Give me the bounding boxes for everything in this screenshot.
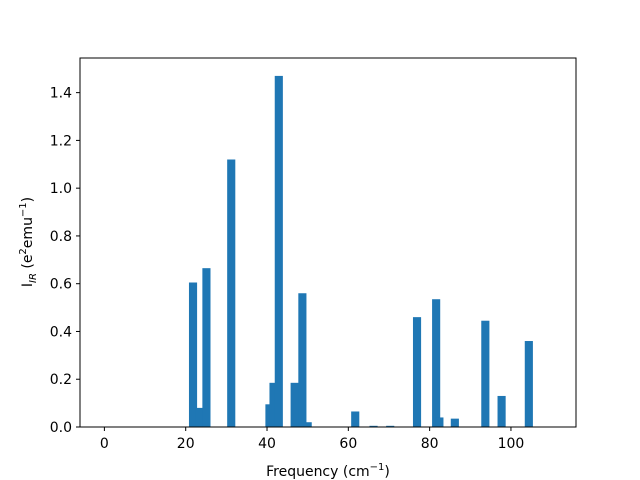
y-axis-label-mid1: (e — [20, 255, 36, 274]
bar-7 — [290, 382, 299, 427]
y-axis-label-sub: IR — [28, 273, 39, 283]
y-axis-label-sup2: −1 — [18, 202, 29, 217]
bar-16 — [450, 418, 459, 427]
bar-18 — [497, 395, 506, 427]
x-axis-label-base: Frequency (cm — [266, 464, 370, 480]
bar-4 — [265, 404, 274, 427]
y-axis-label-sup1: 2 — [18, 248, 29, 254]
x-tick-label-0: 0 — [100, 436, 109, 452]
x-axis-ticks: 0 20 40 60 80 100 — [100, 427, 524, 452]
y-tick-label-7: 1.4 — [50, 86, 72, 102]
x-tick-label-4: 80 — [421, 436, 439, 452]
bar-2 — [202, 268, 211, 427]
x-axis-label: Frequency (cm−1) — [266, 462, 390, 480]
bar-14 — [432, 299, 441, 427]
bar-9 — [303, 422, 312, 427]
x-axis-label-sup: −1 — [370, 462, 385, 473]
y-tick-label-1: 0.2 — [50, 372, 72, 388]
bar-12 — [386, 425, 395, 427]
y-tick-label-5: 1.0 — [50, 181, 72, 197]
bar-10 — [351, 411, 360, 427]
bar-13 — [412, 317, 422, 427]
bar-6 — [274, 75, 283, 427]
y-tick-label-2: 0.4 — [50, 324, 72, 340]
y-axis-label-base: I — [20, 283, 36, 287]
bar-11 — [369, 425, 378, 427]
y-axis-label-end: ) — [20, 197, 36, 202]
bar-17 — [481, 320, 490, 427]
y-tick-label-0: 0.0 — [50, 420, 72, 436]
bar-1 — [195, 407, 204, 427]
bar-19 — [524, 341, 533, 427]
x-tick-label-1: 20 — [177, 436, 195, 452]
x-tick-label-5: 100 — [498, 436, 525, 452]
bar-3 — [227, 159, 236, 427]
y-axis-label-mid2: emu — [20, 217, 36, 248]
x-tick-label-2: 40 — [258, 436, 276, 452]
x-tick-label-3: 60 — [339, 436, 357, 452]
bars-group — [188, 75, 533, 427]
y-axis-ticks: 0.0 0.2 0.4 0.6 0.8 1.0 1.2 1.4 — [50, 86, 80, 436]
y-tick-label-3: 0.6 — [50, 277, 72, 293]
bar-5 — [269, 382, 278, 427]
x-axis-label-end: ) — [384, 464, 389, 480]
y-tick-label-4: 0.8 — [50, 229, 72, 245]
y-tick-label-6: 1.2 — [50, 133, 72, 149]
bar-8 — [298, 293, 307, 427]
bar-0 — [188, 282, 198, 427]
y-axis-label: IIR (e2emu−1) — [18, 197, 39, 287]
bar-15 — [435, 417, 444, 427]
plot-area-frame — [79, 57, 577, 428]
